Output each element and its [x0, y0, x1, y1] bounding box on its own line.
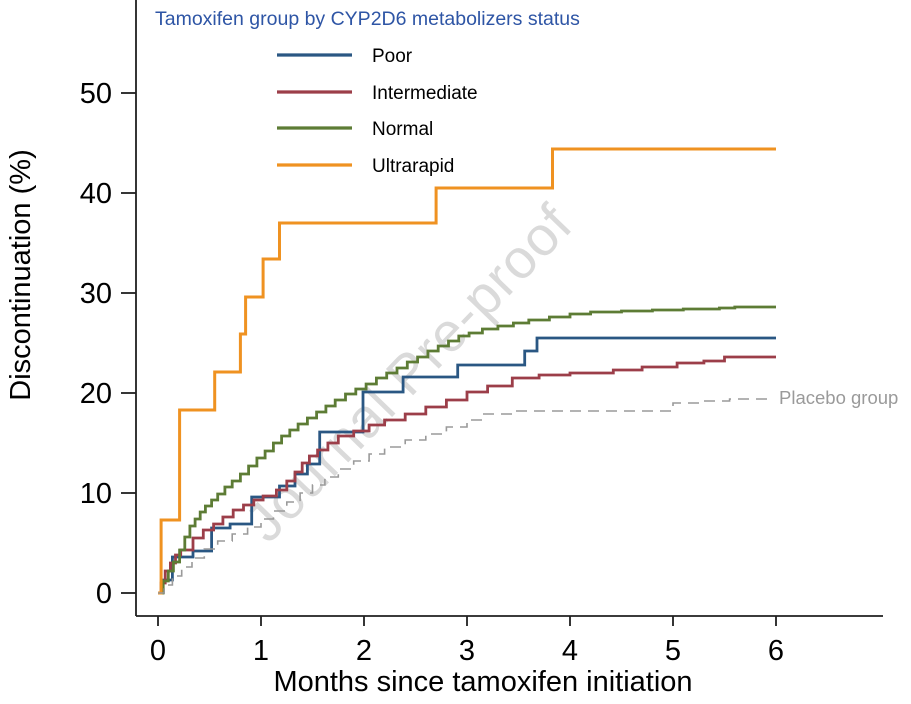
- x-tick-label: 5: [665, 635, 681, 667]
- series-normal: [158, 305, 776, 595]
- x-axis-title: Months since tamoxifen initiation: [273, 666, 692, 698]
- legend-layer: Poor Intermediate Normal Ultrarapid: [277, 46, 478, 177]
- placebo-group-label: Placebo group: [779, 387, 898, 408]
- x-tick-label: 1: [253, 635, 269, 667]
- legend-label-poor: Poor: [372, 46, 413, 67]
- series-placebo: [158, 398, 771, 594]
- legend-label-normal: Normal: [372, 119, 433, 140]
- y-tick-label: 10: [80, 478, 112, 510]
- legend-item-poor: Poor: [277, 46, 413, 67]
- x-tick-label: 2: [356, 635, 372, 667]
- y-tick-label: 50: [80, 78, 112, 110]
- series-intermediate: [158, 355, 776, 595]
- x-tick-label: 4: [562, 635, 578, 667]
- legend-item-normal: Normal: [277, 119, 433, 140]
- y-tick-label: 0: [96, 578, 112, 610]
- series-ultrarapid: [158, 147, 776, 595]
- y-tick-label: 40: [80, 178, 112, 210]
- y-tick-label: 20: [80, 378, 112, 410]
- y-axis-title: Discontinuation (%): [5, 149, 37, 400]
- legend-label-ultrarapid: Ultrarapid: [372, 156, 454, 177]
- y-tick-label: 30: [80, 278, 112, 310]
- legend-title: Tamoxifen group by CYP2D6 metabolizers s…: [155, 8, 580, 30]
- x-tick-label: 3: [459, 635, 475, 667]
- series-layer: [158, 147, 776, 595]
- x-tick-label: 6: [768, 635, 784, 667]
- legend-item-intermediate: Intermediate: [277, 83, 478, 104]
- journal-preproof-watermark: Journal Pre-proof: [233, 192, 585, 553]
- axes-layer: 0 1 2 3 4 5 6 0 10 20 30 40 50: [80, 0, 883, 667]
- legend-item-ultrarapid: Ultrarapid: [277, 156, 454, 177]
- x-tick-label: 0: [150, 635, 166, 667]
- legend-label-intermediate: Intermediate: [372, 83, 478, 104]
